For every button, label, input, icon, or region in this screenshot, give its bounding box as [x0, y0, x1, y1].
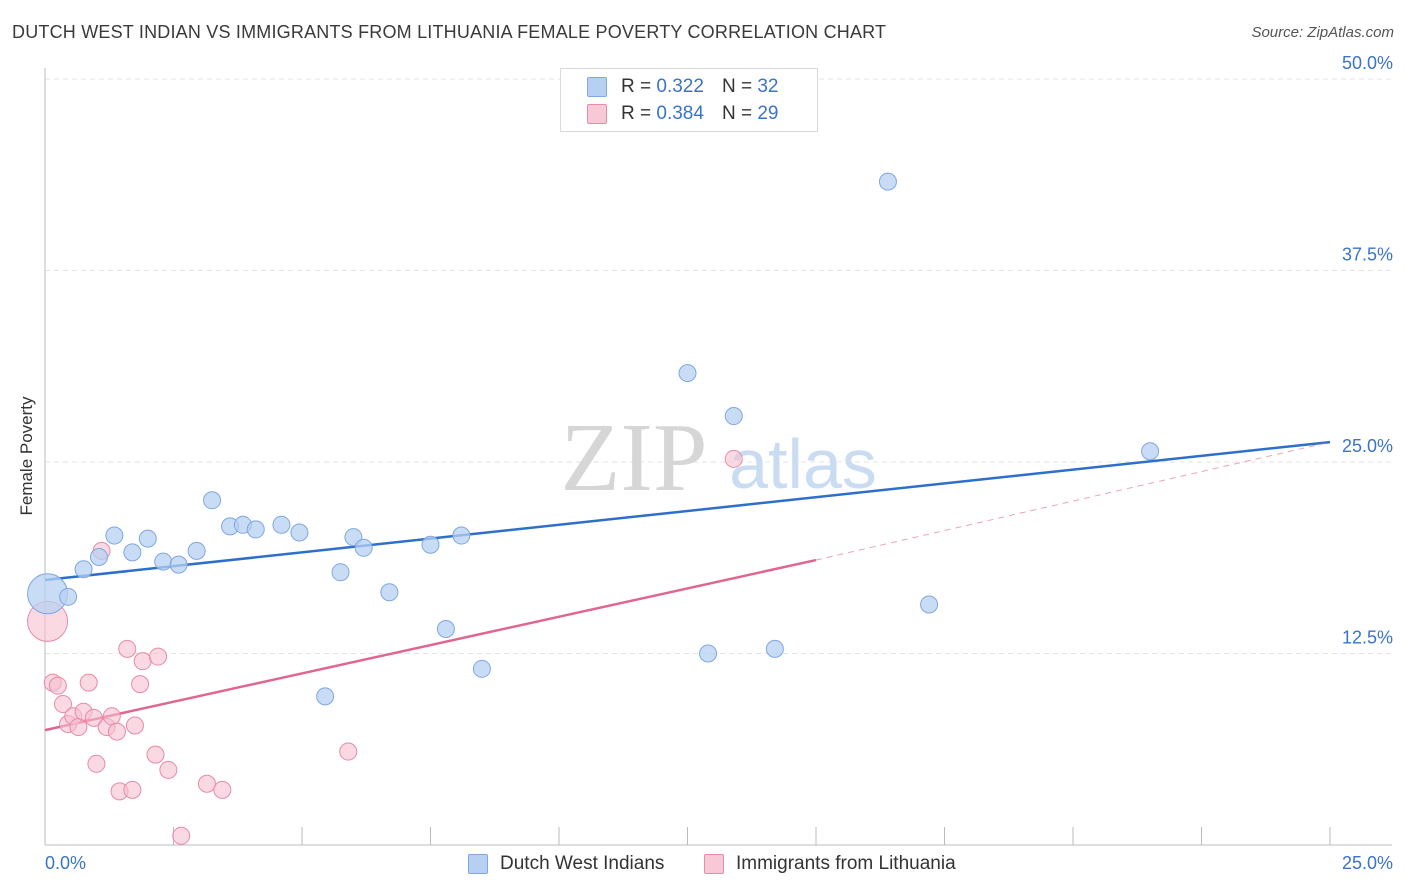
point-lithuania	[53, 695, 72, 714]
point-lithuania	[131, 675, 150, 694]
point-dutch	[272, 515, 291, 534]
point-lithuania	[48, 676, 67, 695]
point-dutch	[452, 526, 471, 545]
trend-lines	[44, 440, 1331, 732]
y-tick-label: 12.5%	[1342, 628, 1393, 648]
legend-n-value: 32	[757, 76, 779, 97]
legend-n-label: N =	[721, 103, 753, 124]
stats-legend: R = 0.322 N = 32 R = 0.384 N = 29	[560, 68, 818, 132]
point-lithuania	[197, 774, 216, 793]
point-lithuania	[339, 742, 358, 761]
point-lithuania	[146, 745, 165, 764]
point-lithuania	[84, 708, 103, 727]
point-dutch	[123, 543, 142, 562]
point-dutch	[765, 639, 784, 658]
trend-line-lithuania-extrapolated	[815, 441, 1331, 561]
point-dutch	[1141, 442, 1160, 461]
point-dutch	[290, 523, 309, 542]
point-dutch	[878, 172, 897, 191]
bottom-legend-dutch: Dutch West Indians	[468, 851, 664, 877]
legend-swatch-pink	[587, 104, 607, 124]
x-tick-label: 25.0%	[1342, 853, 1393, 873]
tick-labels: 12.5% 25.0% 37.5% 50.0% 0.0% 25.0%	[45, 53, 1393, 873]
point-lithuania	[102, 707, 121, 726]
trend-line-lithuania	[44, 558, 817, 732]
point-dutch	[920, 595, 939, 614]
bottom-legend-label-dutch: Dutch West Indians	[500, 853, 665, 874]
point-lithuania	[123, 780, 142, 799]
chart-title: DUTCH WEST INDIAN VS IMMIGRANTS FROM LIT…	[12, 22, 887, 42]
point-lithuania	[69, 718, 88, 737]
point-dutch	[138, 529, 157, 548]
source-label: Source: ZipAtlas.com	[1251, 24, 1394, 41]
bottom-legend-lithuania: Immigrants from Lithuania	[704, 851, 956, 877]
point-dutch	[89, 547, 108, 566]
point-dutch	[472, 659, 491, 678]
legend-r-label: R =	[621, 76, 652, 97]
point-dutch	[724, 407, 743, 426]
trend-line-dutch	[44, 440, 1331, 582]
legend-row-dutch: R = 0.322 N = 32	[587, 74, 778, 100]
watermark: ZIP atlas	[561, 404, 877, 512]
point-dutch	[154, 552, 173, 571]
point-dutch	[59, 587, 78, 606]
point-lithuania	[87, 754, 106, 773]
point-lithuania	[133, 652, 152, 671]
point-dutch	[74, 560, 93, 579]
point-dutch	[169, 555, 188, 574]
point-lithuania	[172, 826, 191, 845]
y-axis-label: Female Poverty	[17, 396, 36, 516]
grid-lines	[45, 78, 1392, 654]
point-lithuania	[159, 760, 178, 779]
watermark-atlas: atlas	[729, 425, 877, 503]
legend-n-value: 29	[757, 103, 779, 124]
point-lithuania	[125, 716, 144, 735]
legend-r-label: R =	[621, 103, 652, 124]
point-lithuania	[149, 647, 168, 666]
bottom-legend-label-lithuania: Immigrants from Lithuania	[736, 853, 956, 874]
watermark-zip: ZIP	[561, 404, 708, 512]
y-tick-label: 25.0%	[1342, 436, 1393, 456]
point-dutch	[105, 526, 124, 545]
point-lithuania	[213, 780, 232, 799]
point-dutch	[380, 583, 399, 602]
point-dutch	[354, 538, 373, 557]
point-lithuania	[118, 639, 137, 658]
y-tick-label: 37.5%	[1342, 245, 1393, 265]
point-dutch	[436, 619, 455, 638]
x-tick-label: 0.0%	[45, 853, 86, 873]
bottom-legend-swatch-blue	[468, 854, 488, 874]
point-dutch	[203, 491, 222, 510]
bottom-legend-swatch-pink	[704, 854, 724, 874]
legend-r-value: 0.322	[656, 76, 704, 97]
point-dutch	[678, 364, 697, 383]
point-lithuania	[107, 722, 126, 741]
legend-row-lithuania: R = 0.384 N = 29	[587, 101, 778, 127]
data-points	[27, 172, 1160, 845]
point-lithuania	[724, 449, 743, 468]
legend-r-value: 0.384	[656, 103, 704, 124]
legend-n-label: N =	[721, 76, 753, 97]
point-lithuania	[79, 673, 98, 692]
legend-swatch-blue	[587, 77, 607, 97]
y-tick-label: 50.0%	[1342, 53, 1393, 73]
point-dutch	[699, 644, 718, 663]
point-dutch	[187, 541, 206, 560]
point-dutch	[331, 563, 350, 582]
point-dutch	[316, 687, 335, 706]
point-dutch	[246, 520, 265, 539]
axes	[44, 68, 1392, 846]
point-dutch	[421, 535, 440, 554]
